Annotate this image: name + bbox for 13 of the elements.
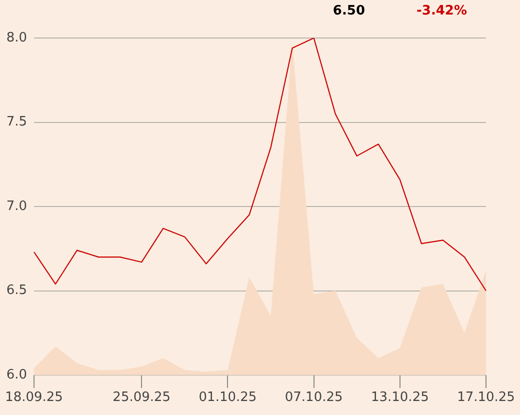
text: 6.50	[332, 3, 365, 18]
x-tick-label: 25.09.25	[112, 390, 171, 406]
y-tick-label: 6.0	[6, 367, 27, 382]
y-tick-label: 8.0	[6, 30, 27, 46]
x-tick-label: 18.09.25	[5, 390, 63, 406]
y-tick-label: 7.0	[6, 198, 27, 214]
x-tick-label: 07.10.25	[284, 390, 343, 406]
x-tick-label: 13.10.25	[370, 390, 429, 406]
y-tick-label: 7.5	[6, 114, 27, 130]
text: -3.42%	[416, 3, 467, 18]
y-tick-label: 6.5	[6, 283, 27, 298]
x-tick-label: 01.10.25	[198, 390, 257, 406]
x-tick-label: 17.10.25	[457, 390, 515, 406]
